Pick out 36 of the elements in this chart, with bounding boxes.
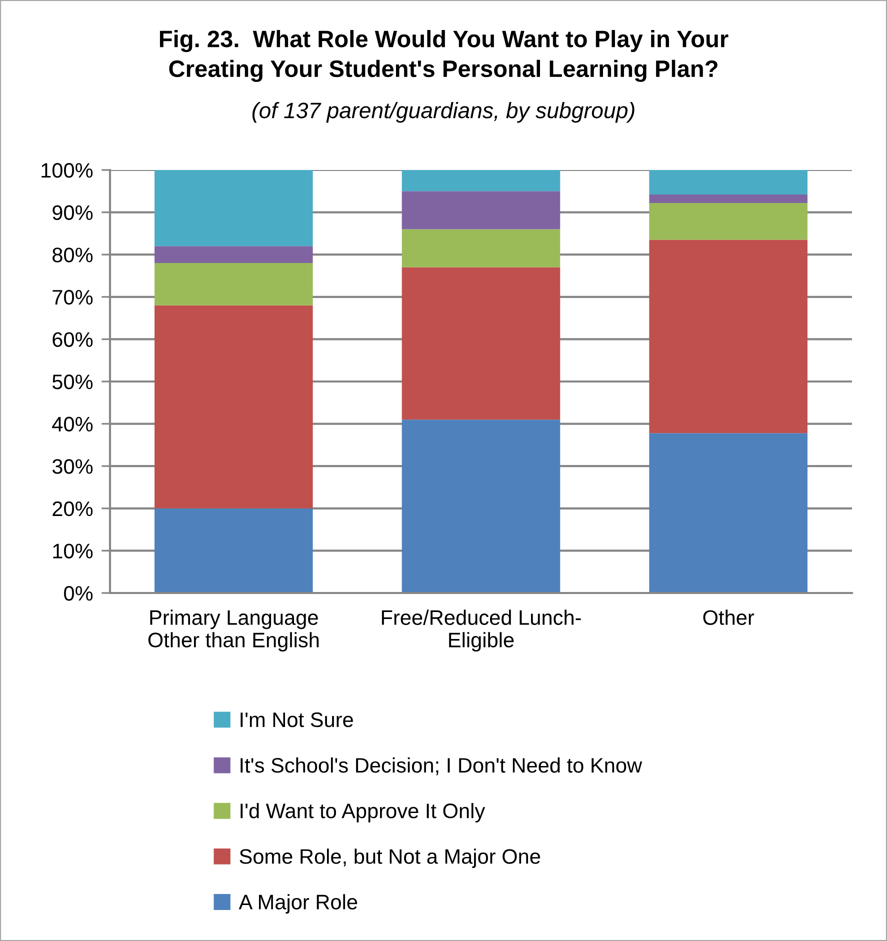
legend-label: I'm Not Sure	[240, 712, 353, 728]
bar	[649, 202, 808, 240]
legend-label: I'd Want to Approve It Only	[240, 803, 486, 822]
bar	[649, 240, 808, 434]
y-tick-label: 100%	[42, 163, 93, 178]
x-tick-label: Free/Reduced Lunch- Eligible	[382, 610, 581, 652]
bar	[649, 170, 808, 195]
bar	[649, 433, 808, 593]
y-tick-label: 10%	[53, 544, 93, 558]
y-tick-label: 70%	[52, 290, 93, 305]
x-tick-label: Primary Language Other than English	[148, 610, 319, 652]
chart-subtitle: (of 137 parent/guardians, by subgroup)	[252, 102, 634, 123]
bar	[154, 170, 313, 246]
bar	[402, 267, 560, 420]
bar	[154, 263, 313, 306]
y-tick-label: 60%	[52, 332, 93, 347]
y-tick-label: 30%	[52, 459, 93, 474]
legend-label: Some Role, but Not a Major One	[240, 848, 540, 868]
bar	[402, 191, 560, 230]
legend-label: A Major Role	[238, 894, 358, 914]
bar	[649, 194, 808, 203]
x-tick-label: Other	[703, 610, 754, 625]
y-tick-label: 0%	[64, 586, 93, 601]
bar	[402, 229, 560, 268]
legend-label: It's School's Decision; I Don't Need to Know	[240, 757, 642, 776]
bar	[154, 246, 313, 264]
y-tick-label: 80%	[52, 248, 93, 262]
bar	[154, 305, 313, 508]
bar	[154, 508, 313, 593]
chart-title: Fig. 23. What Role Would You Want to Play in Your Creating Your Student's Personal Learning Plan?	[160, 30, 728, 82]
y-tick-label: 90%	[52, 205, 93, 220]
bar	[402, 170, 560, 192]
y-tick-label: 40%	[52, 416, 93, 432]
bar	[402, 420, 560, 593]
y-tick-label: 20%	[52, 501, 93, 516]
y-tick-label: 50%	[52, 374, 93, 390]
